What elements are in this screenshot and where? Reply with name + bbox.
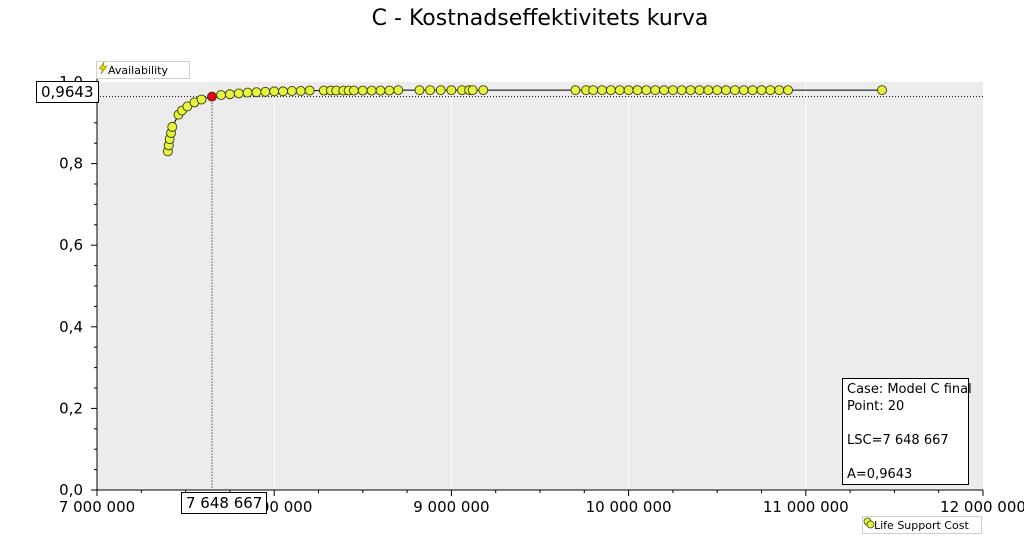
legend-x-label: Life Support Cost (874, 518, 969, 532)
plot-area (97, 82, 983, 490)
data-point[interactable] (605, 85, 616, 96)
data-point[interactable] (738, 85, 749, 96)
data-point[interactable] (588, 85, 599, 96)
data-point[interactable] (597, 85, 607, 96)
legend-y-label: Availability (108, 63, 168, 77)
data-point[interactable] (783, 85, 794, 96)
data-point[interactable] (348, 85, 359, 96)
chart-title: C - Kostnadseffektivitets kurva (371, 6, 709, 31)
data-point[interactable] (269, 86, 280, 97)
data-point[interactable] (286, 86, 297, 96)
data-point[interactable] (478, 85, 489, 96)
data-point[interactable] (667, 85, 678, 96)
data-point[interactable] (614, 85, 625, 96)
data-point[interactable] (242, 87, 253, 98)
point-info-box: Case: Model C final Point: 20 LSC=7 648 … (842, 378, 972, 485)
data-point[interactable] (756, 85, 767, 96)
legend-x-axis[interactable]: Life Support Cost (862, 516, 982, 534)
data-point[interactable] (435, 85, 446, 96)
data-point[interactable] (304, 85, 315, 96)
selected-data-point[interactable] (206, 91, 217, 102)
data-point[interactable] (632, 85, 643, 96)
data-point[interactable] (623, 85, 634, 96)
info-point: Point: 20 (847, 399, 905, 414)
info-availability: A=0,9643 (847, 467, 913, 482)
x-tick-label: 10 000 000 (586, 498, 672, 516)
data-point[interactable] (570, 85, 581, 96)
y-tick-label: 0,4 (59, 318, 83, 336)
data-point[interactable] (467, 85, 478, 96)
data-point[interactable] (676, 85, 687, 96)
x-tick-label: 7 000 000 (59, 498, 135, 516)
data-point[interactable] (224, 89, 235, 100)
data-point[interactable] (774, 85, 785, 96)
legend-y-axis[interactable]: Availability (96, 61, 190, 79)
data-point[interactable] (721, 85, 732, 96)
data-point[interactable] (251, 87, 262, 98)
y-tick-label: 0,8 (59, 155, 83, 173)
data-point[interactable] (650, 85, 661, 96)
data-point[interactable] (712, 85, 723, 96)
data-point[interactable] (196, 94, 207, 105)
data-point[interactable] (694, 85, 705, 96)
data-point[interactable] (446, 85, 457, 96)
data-point[interactable] (425, 85, 436, 96)
data-point[interactable] (278, 86, 289, 97)
point-layer (162, 85, 887, 157)
data-point[interactable] (877, 85, 887, 96)
data-point[interactable] (393, 85, 404, 96)
x-tick-label: 11 000 000 (763, 498, 849, 516)
data-point[interactable] (375, 85, 386, 96)
y-tick-label: 0,2 (59, 399, 83, 417)
x-tick-label: 12 000 000 (940, 498, 1024, 516)
data-point[interactable] (167, 121, 178, 132)
data-point[interactable] (659, 85, 669, 96)
y-tick-label: 0,6 (59, 236, 83, 254)
data-point[interactable] (641, 85, 652, 96)
data-point[interactable] (729, 85, 740, 96)
data-point[interactable] (747, 85, 758, 96)
x-tick-label: 9 000 000 (413, 498, 489, 516)
grid-layer (273, 82, 807, 490)
info-case: Case: Model C final (847, 382, 972, 397)
selected-x-value-tag: 7 648 667 (181, 492, 268, 514)
info-lsc: LSC=7 648 667 (847, 433, 949, 448)
data-point[interactable] (703, 85, 714, 96)
data-point[interactable] (366, 85, 377, 96)
data-point[interactable] (414, 85, 425, 96)
data-point[interactable] (216, 90, 226, 101)
data-point[interactable] (384, 85, 395, 96)
data-point[interactable] (357, 85, 368, 96)
data-point[interactable] (765, 85, 776, 96)
data-point[interactable] (260, 86, 271, 97)
data-point[interactable] (233, 88, 244, 99)
data-point[interactable] (685, 85, 696, 96)
selected-y-value-tag: 0,9643 (36, 81, 99, 103)
data-point[interactable] (295, 86, 306, 96)
y-tick-label: 0,0 (59, 481, 83, 499)
